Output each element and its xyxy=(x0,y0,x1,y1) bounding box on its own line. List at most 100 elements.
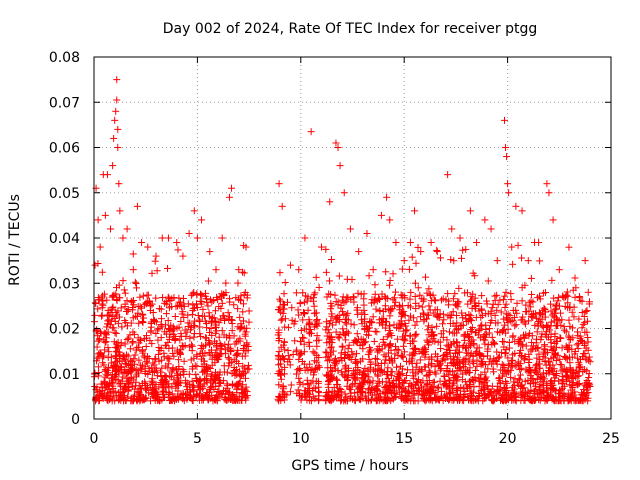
data-point xyxy=(98,384,106,392)
data-point xyxy=(225,193,233,201)
data-point xyxy=(292,370,300,378)
data-point xyxy=(123,361,131,369)
data-point xyxy=(140,314,148,322)
data-point xyxy=(281,315,289,323)
data-point xyxy=(186,319,194,327)
data-point xyxy=(183,328,191,336)
data-point xyxy=(493,257,501,265)
data-point xyxy=(297,337,305,345)
data-point xyxy=(209,296,217,304)
data-point xyxy=(103,323,111,331)
data-point xyxy=(310,291,318,299)
data-point xyxy=(179,366,187,374)
data-point xyxy=(299,316,307,324)
data-point xyxy=(502,288,510,296)
data-point xyxy=(158,380,166,388)
data-point xyxy=(300,310,308,318)
data-point xyxy=(157,368,165,376)
data-point xyxy=(123,225,131,233)
data-point xyxy=(115,180,123,188)
data-point xyxy=(584,288,592,296)
data-point xyxy=(459,246,467,254)
data-point xyxy=(377,360,385,368)
data-point xyxy=(200,380,208,388)
data-point xyxy=(115,313,123,321)
data-point xyxy=(138,239,146,247)
data-point xyxy=(314,379,322,387)
data-point xyxy=(299,289,307,297)
data-point xyxy=(146,384,154,392)
data-point xyxy=(444,171,452,179)
data-point xyxy=(382,294,390,302)
data-point xyxy=(152,318,160,326)
data-point xyxy=(241,364,249,372)
data-point xyxy=(168,396,176,404)
data-point xyxy=(211,353,219,361)
data-point xyxy=(112,107,120,115)
data-point xyxy=(571,293,579,301)
data-point xyxy=(203,364,211,372)
data-point xyxy=(411,331,419,339)
data-point xyxy=(558,344,566,352)
data-point xyxy=(545,189,553,197)
data-point xyxy=(94,332,102,340)
data-point xyxy=(226,295,234,303)
data-point xyxy=(124,334,132,342)
data-point xyxy=(193,300,201,308)
data-point xyxy=(233,381,241,389)
data-point xyxy=(171,379,179,387)
data-point xyxy=(353,330,361,338)
data-point xyxy=(509,332,517,340)
data-point xyxy=(581,257,589,265)
data-point xyxy=(178,342,186,350)
data-point xyxy=(112,375,120,383)
data-point xyxy=(112,367,120,375)
y-tick-label: 0 xyxy=(71,412,80,428)
data-point xyxy=(487,225,495,233)
data-point xyxy=(353,350,361,358)
data-point xyxy=(196,290,204,298)
data-point xyxy=(505,344,513,352)
data-point xyxy=(509,260,517,268)
data-point xyxy=(315,389,323,397)
data-point xyxy=(105,317,113,325)
data-point xyxy=(189,307,197,315)
data-point xyxy=(216,368,224,376)
data-point xyxy=(105,348,113,356)
data-point xyxy=(94,305,102,313)
data-point xyxy=(224,354,232,362)
data-point xyxy=(130,330,138,338)
data-points xyxy=(90,76,594,405)
data-point xyxy=(171,313,179,321)
data-point xyxy=(239,308,247,316)
data-point xyxy=(217,341,225,349)
data-point xyxy=(226,344,234,352)
data-point xyxy=(176,301,184,309)
data-point xyxy=(242,328,250,336)
data-point xyxy=(108,375,116,383)
data-point xyxy=(122,369,130,377)
data-point xyxy=(300,348,308,356)
y-tick-label: 0.05 xyxy=(49,186,80,202)
x-tick-label: 20 xyxy=(499,431,517,447)
data-point xyxy=(455,284,463,292)
data-point xyxy=(138,318,146,326)
data-point xyxy=(196,377,204,385)
data-point xyxy=(94,296,102,304)
data-point xyxy=(123,336,131,344)
data-point xyxy=(172,395,180,403)
data-point xyxy=(113,96,121,104)
data-point xyxy=(175,323,183,331)
data-point xyxy=(212,382,220,390)
data-point xyxy=(469,358,477,366)
data-point xyxy=(121,317,129,325)
data-point xyxy=(208,331,216,339)
data-point xyxy=(162,330,170,338)
data-point xyxy=(112,290,120,298)
data-point xyxy=(342,336,350,344)
data-point xyxy=(422,273,430,281)
data-point xyxy=(174,246,182,254)
x-axis-label: GPS time / hours xyxy=(291,458,408,474)
data-point xyxy=(216,380,224,388)
data-point xyxy=(198,216,206,224)
